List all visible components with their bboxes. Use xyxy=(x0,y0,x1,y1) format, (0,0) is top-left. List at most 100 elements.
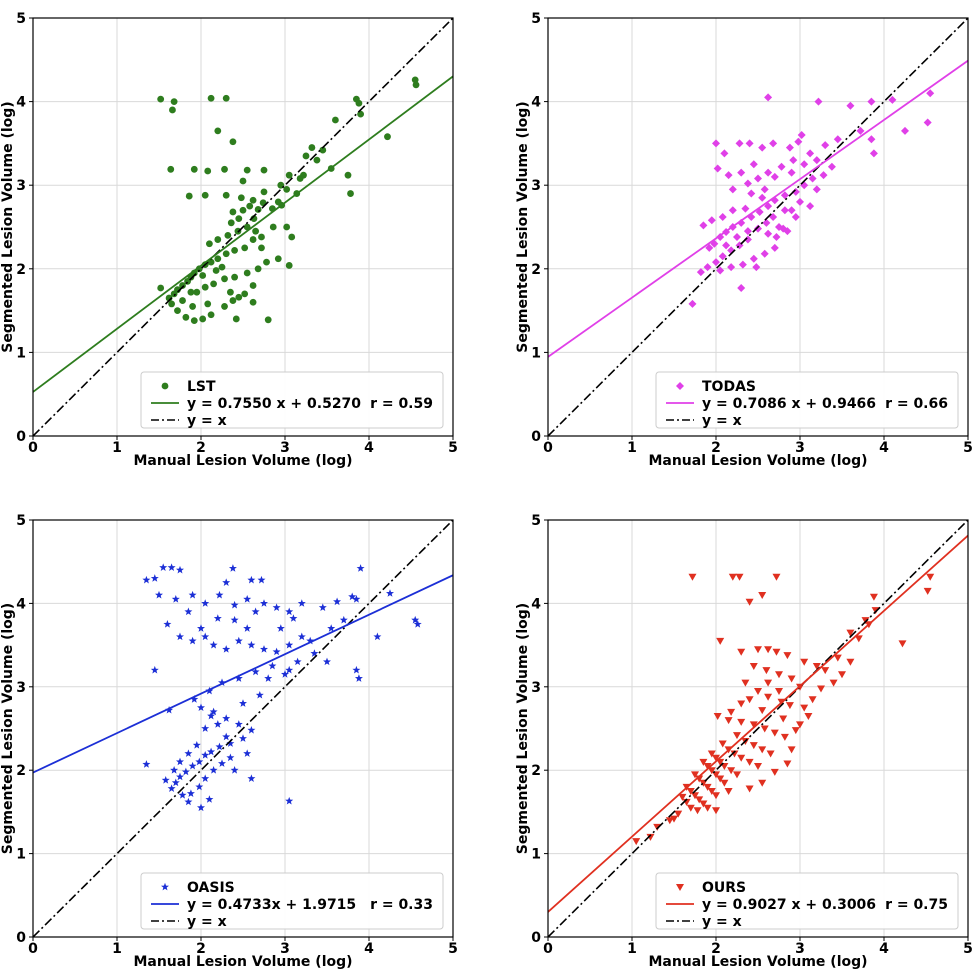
data-point xyxy=(699,221,708,230)
data-point xyxy=(174,307,181,314)
data-point xyxy=(209,766,218,774)
data-point xyxy=(812,662,821,670)
data-point xyxy=(222,578,231,586)
data-point xyxy=(797,131,806,140)
data-point xyxy=(201,191,209,199)
y-tick-label: 0 xyxy=(531,930,541,946)
data-point xyxy=(760,725,769,733)
data-point xyxy=(722,241,731,250)
data-point xyxy=(727,708,736,716)
data-point xyxy=(688,299,697,308)
data-point xyxy=(239,177,247,185)
data-point xyxy=(780,733,789,741)
data-point xyxy=(760,185,769,194)
data-point xyxy=(285,640,294,649)
data-point xyxy=(752,263,761,272)
data-point xyxy=(229,297,237,304)
data-point xyxy=(176,757,184,766)
y-tick-label: 1 xyxy=(16,345,26,361)
y-tick-label: 5 xyxy=(16,513,26,529)
data-point xyxy=(231,273,239,281)
x-tick-label: 5 xyxy=(448,440,458,456)
data-point xyxy=(227,219,235,227)
data-point xyxy=(234,674,243,682)
data-point xyxy=(384,133,391,141)
data-point xyxy=(777,162,786,171)
data-point xyxy=(741,679,750,687)
y-tick-label: 0 xyxy=(16,930,26,946)
y-axis-label: Segmented Lesion Volume (log) xyxy=(0,603,16,854)
data-point xyxy=(222,714,231,722)
legend-fit-label: y = 0.7086 x + 0.9466 xyxy=(702,396,876,412)
data-point xyxy=(226,739,235,747)
data-point xyxy=(241,290,249,298)
data-point xyxy=(157,284,165,292)
legend-box xyxy=(655,371,959,429)
data-point xyxy=(785,702,794,710)
chart-panel-todas: 0 1 2 3 4 5 0 1 2 3 4 5 Manual Lesion Volume (log) Se… xyxy=(515,11,973,469)
data-point xyxy=(213,720,222,728)
data-point xyxy=(754,763,762,771)
data-point xyxy=(285,262,293,269)
data-point xyxy=(247,774,256,782)
plot-area xyxy=(548,520,968,937)
data-point xyxy=(168,300,176,308)
data-point xyxy=(171,595,180,603)
data-point xyxy=(239,206,247,214)
data-point xyxy=(176,632,184,641)
data-point xyxy=(243,269,251,277)
y-tick-label: 3 xyxy=(16,178,26,194)
data-point xyxy=(821,141,830,150)
data-point xyxy=(313,156,321,164)
data-point xyxy=(800,704,809,712)
data-point xyxy=(856,126,865,135)
data-point xyxy=(319,146,327,154)
data-point xyxy=(218,759,226,767)
data-point xyxy=(758,746,767,754)
identity-line xyxy=(33,520,453,937)
data-point xyxy=(257,575,266,584)
data-point xyxy=(243,749,252,757)
data-point xyxy=(222,732,231,741)
data-point xyxy=(251,607,260,616)
data-point xyxy=(339,615,348,624)
data-point xyxy=(344,171,352,179)
data-point xyxy=(260,645,268,653)
data-point xyxy=(195,265,203,273)
data-point xyxy=(758,779,767,787)
data-point xyxy=(184,749,193,757)
x-tick-label: 3 xyxy=(795,941,805,957)
data-point xyxy=(749,254,758,263)
data-point xyxy=(716,758,725,766)
data-point xyxy=(800,160,809,169)
data-point xyxy=(869,149,878,158)
x-tick-label: 3 xyxy=(795,440,805,456)
data-point xyxy=(769,139,778,148)
data-point xyxy=(814,97,823,106)
y-tick-label: 4 xyxy=(16,596,26,612)
data-point xyxy=(728,185,737,194)
data-point xyxy=(249,196,257,204)
data-point xyxy=(806,202,815,211)
x-tick-label: 3 xyxy=(280,941,290,957)
data-point xyxy=(718,740,727,748)
data-point xyxy=(243,595,252,603)
legend-marker xyxy=(161,882,169,891)
data-point xyxy=(247,575,256,584)
x-tick-label: 5 xyxy=(448,941,458,957)
data-point xyxy=(254,206,262,213)
data-point xyxy=(787,746,796,754)
data-point xyxy=(867,135,876,144)
data-point xyxy=(201,774,210,782)
x-axis-label: Manual Lesion Volume (log) xyxy=(648,453,867,469)
data-point xyxy=(195,782,204,791)
y-tick-label: 4 xyxy=(16,95,26,111)
data-point xyxy=(189,303,197,310)
data-point xyxy=(157,95,165,103)
data-point xyxy=(188,590,197,599)
data-point xyxy=(239,699,247,707)
data-point xyxy=(209,707,218,716)
data-point xyxy=(222,250,230,258)
x-tick-label: 4 xyxy=(364,440,374,456)
data-point xyxy=(691,771,699,779)
